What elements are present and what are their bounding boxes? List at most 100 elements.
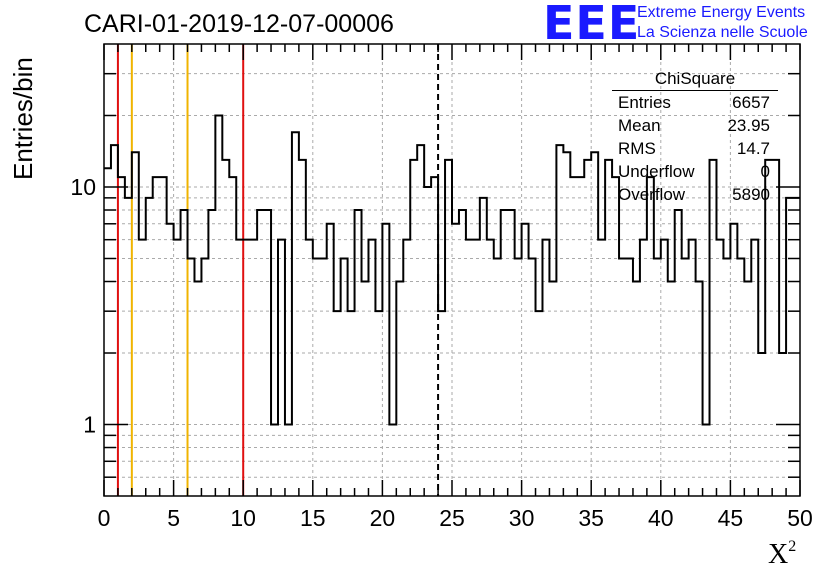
y-tick-label: 1 [83,412,96,438]
histogram-bin [229,177,236,496]
stats-key: Mean [618,116,661,135]
histogram-bin [396,282,403,496]
histogram-bin [765,160,772,496]
histogram-bin [682,258,689,496]
histogram-bin [640,240,647,496]
histogram-bin [125,198,132,496]
histogram-bin [529,258,536,496]
x-axis-label-sup: 2 [788,538,797,555]
histogram-bin [285,425,292,496]
x-tick-label: 50 [787,505,813,531]
stats-row: RMS 14.7 [612,137,778,160]
histogram-bin [466,240,473,496]
histogram-bin [174,240,181,496]
histogram-bin [306,240,313,496]
x-axis-label: X2 [768,538,796,571]
histogram-bin [201,258,208,496]
stats-key: RMS [618,139,656,158]
histogram-bin [445,160,452,496]
histogram-bin [772,160,779,496]
histogram-bin [737,258,744,496]
histogram-bin [368,240,375,496]
eee-logo: EEE [543,0,641,50]
histogram-bin [563,152,570,496]
histogram-bin [536,311,543,496]
y-tick-label: 10 [70,174,96,200]
histogram-bin [793,198,800,496]
histogram-bin [410,160,417,496]
histogram-bin [355,210,362,496]
x-axis-label-text: X [768,539,789,570]
histogram-bin [556,145,563,496]
histogram-bin [417,145,424,496]
histogram-bin [278,240,285,496]
stats-value: 14.7 [736,139,770,158]
histogram-bin [612,177,619,496]
histogram-bin [362,282,369,496]
histogram-bin [494,258,501,496]
x-tick-label: 15 [300,505,326,531]
histogram-bin [584,160,591,496]
histogram-bin [160,177,167,496]
histogram-bin [675,210,682,496]
histogram-bin [118,177,125,496]
histogram-bin [313,258,320,496]
histogram-bin [327,224,334,496]
histogram-bin [194,282,201,496]
histogram-bin [222,160,229,496]
histogram-bin [271,425,278,496]
x-tick-label: 20 [370,505,396,531]
histogram-bin [153,177,160,496]
x-tick-label: 25 [439,505,465,531]
histogram-bin [257,210,264,496]
stats-row: Entries 6657 [612,91,778,114]
histogram-bin [382,224,389,496]
histogram-bin [758,353,765,496]
histogram-bin [452,224,459,496]
logo-line-1: Extreme Energy Events [637,4,806,21]
x-tick-label: 35 [578,505,604,531]
histogram-bin [730,224,737,496]
histogram-bin [723,258,730,496]
histogram-bin [786,198,793,496]
histogram-bin [236,240,243,496]
histogram-bin [132,152,139,496]
x-tick-label: 30 [509,505,535,531]
histogram-bin [744,282,751,496]
x-tick-label: 5 [167,505,180,531]
histogram-bin [501,210,508,496]
stats-box-title: ChiSquare [612,68,778,91]
stats-row: Overflow 5890 [612,183,778,206]
stats-value: 23.95 [727,116,770,135]
histogram-bin [341,258,348,496]
tick-labels: 1 10 0 5 10 15 20 25 30 35 40 45 50 [70,174,812,531]
histogram-bin [424,187,431,496]
histogram-bin [487,240,494,496]
histogram-bin [577,177,584,496]
histogram-bin [508,210,515,496]
histogram-bin [188,258,195,496]
histogram-bin [139,240,146,496]
histogram-bin [480,198,487,496]
logo-line-2: La Scienza nelle Scuole [637,24,808,41]
stats-key: Underflow [618,162,695,181]
histogram-bin [654,258,661,496]
histogram-bin [703,425,710,496]
stats-key: Overflow [618,185,686,204]
histogram-outline [104,114,800,426]
histogram-bin [716,240,723,496]
histogram-bin [334,311,341,496]
chart-title: CARI-01-2019-12-07-00006 [84,10,394,38]
histogram-bin [243,240,250,496]
x-tick-label: 40 [648,505,674,531]
histogram-series [104,114,800,496]
x-tick-label: 0 [98,505,111,531]
histogram-bin [522,224,529,496]
stats-value: 6657 [732,93,770,112]
histogram-bin [696,282,703,496]
histogram-bin [570,177,577,496]
histogram-bin [661,240,668,496]
histogram-bin [348,311,355,496]
histogram-bin [647,177,654,496]
